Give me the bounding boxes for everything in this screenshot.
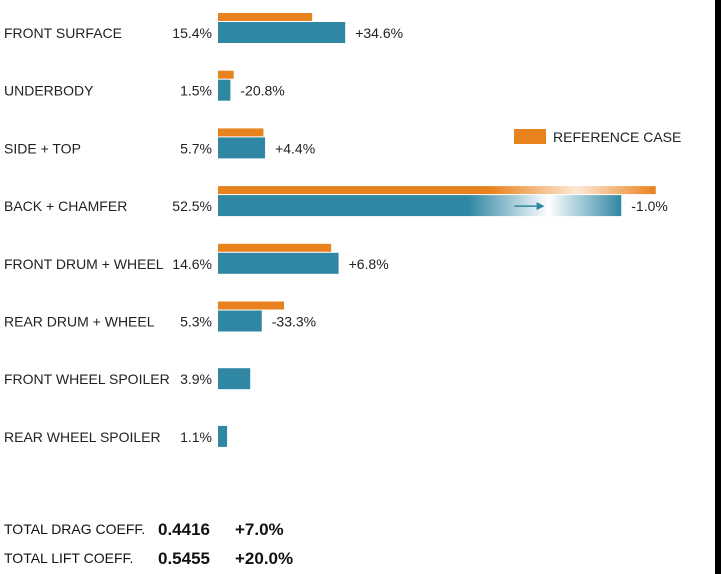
value-bar (218, 368, 251, 390)
value-bar (218, 310, 262, 332)
reference-bar (218, 13, 313, 21)
value-label: 52.5% (172, 198, 212, 214)
value-label: 3.9% (180, 371, 212, 387)
legend-label: REFERENCE CASE (553, 129, 681, 145)
category-row: SIDE + TOP 5.7% +4.4% (4, 128, 315, 159)
value-label: 15.4% (172, 25, 212, 41)
value-bar (218, 425, 228, 447)
category-row: BACK + CHAMFER 52.5% -1.0% (4, 186, 668, 217)
value-label: 1.5% (180, 83, 212, 99)
category-row: REAR DRUM + WHEEL 5.3% -33.3% (4, 301, 316, 332)
value-bar (218, 22, 346, 43)
total-change: +7.0% (235, 520, 284, 539)
change-label: +34.6% (355, 25, 403, 41)
category-label: FRONT SURFACE (4, 25, 122, 41)
category-label: REAR WHEEL SPOILER (4, 429, 161, 445)
category-row: REAR WHEEL SPOILER 1.1% (4, 425, 228, 447)
value-label: 1.1% (180, 429, 212, 445)
total-value: 0.4416 (158, 520, 210, 539)
category-label: BACK + CHAMFER (4, 198, 127, 214)
value-label: 14.6% (172, 256, 212, 272)
arrow-head-icon (536, 202, 545, 211)
category-label: UNDERBODY (4, 83, 94, 99)
category-row: FRONT WHEEL SPOILER 3.9% (4, 368, 251, 390)
legend: REFERENCE CASE (514, 129, 681, 145)
reference-bar (218, 301, 285, 310)
reference-bar (218, 186, 656, 195)
change-label: -20.8% (240, 83, 284, 99)
change-label: -33.3% (272, 314, 316, 330)
change-label: +4.4% (275, 140, 315, 156)
change-label: +6.8% (349, 256, 389, 272)
total-label: TOTAL DRAG COEFF. (4, 521, 145, 537)
total-change: +20.0% (235, 549, 293, 568)
category-row: FRONT DRUM + WHEEL 14.6% +6.8% (4, 243, 389, 274)
category-label: REAR DRUM + WHEEL (4, 314, 155, 330)
reference-bar (218, 243, 332, 252)
value-bar (218, 79, 231, 101)
category-label: SIDE + TOP (4, 140, 81, 156)
value-bar (218, 195, 622, 217)
total-label: TOTAL LIFT COEFF. (4, 550, 133, 566)
category-row: FRONT SURFACE 15.4% +34.6% (4, 13, 403, 43)
value-label: 5.3% (180, 314, 212, 330)
reference-bar (218, 70, 234, 79)
value-bar (218, 252, 339, 274)
value-label: 5.7% (180, 140, 212, 156)
change-label: -1.0% (631, 198, 668, 214)
totals-block: TOTAL DRAG COEFF. 0.4416 +7.0% TOTAL LIFT C… (4, 520, 293, 568)
reference-bar (218, 128, 264, 137)
value-bar (218, 137, 266, 159)
category-label: FRONT WHEEL SPOILER (4, 371, 170, 387)
category-row: UNDERBODY 1.5% -20.8% (4, 70, 285, 101)
total-value: 0.5455 (158, 549, 210, 568)
category-label: FRONT DRUM + WHEEL (4, 256, 164, 272)
legend-swatch (514, 129, 546, 144)
